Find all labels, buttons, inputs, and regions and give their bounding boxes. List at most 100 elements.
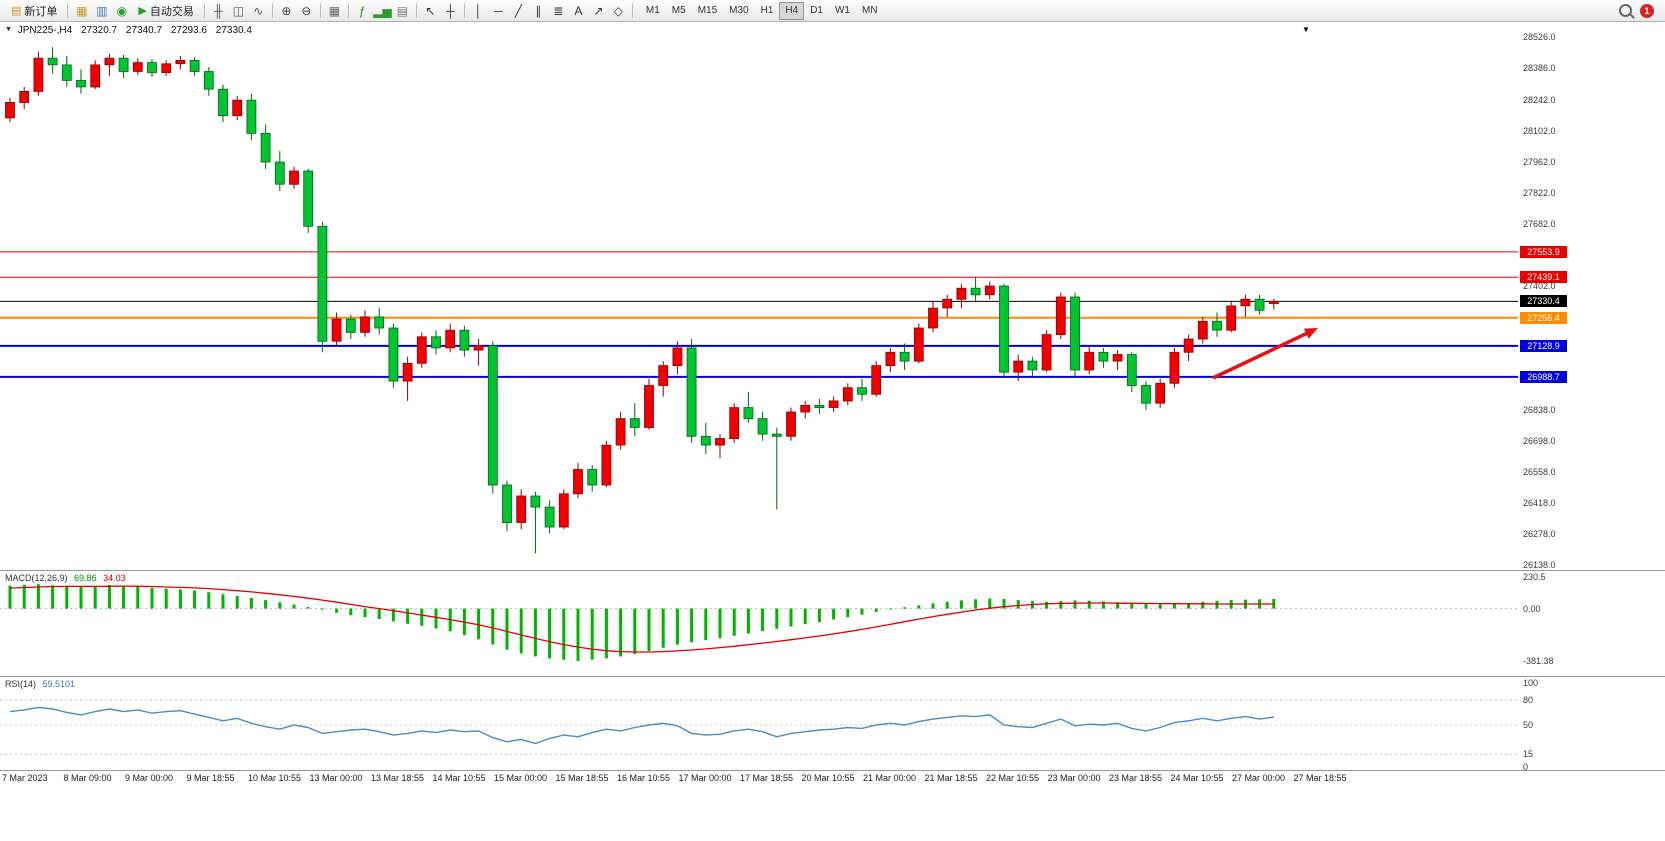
candle [928,307,938,329]
new-chart-icon[interactable]: ▦ [76,3,88,18]
timeframe-w1[interactable]: W1 [834,4,850,16]
scroll-to-end-icon[interactable]: ▼ [1302,25,1310,34]
vertical-line-icon[interactable]: │ [474,3,483,18]
cursor-icon[interactable]: ↖ [425,3,436,18]
symbol-info[interactable]: ▼ JPN225-,H4 27320.7 27340.7 27293.6 273… [5,25,258,36]
timeframe-d1[interactable]: D1 [810,4,823,16]
channel-icon[interactable]: ∥ [535,3,542,18]
candle [260,133,271,163]
indicator-list-icon[interactable]: ▂▅ [373,3,392,18]
main-toolbar: ▤ 新订单 ▦ ▥ ◉ ▶ 自动交易 ╫ ◫ ∿ ⊕ ⊖ ▦ ƒ ▂▅ ▤ ↖ ┼ │ ─ ╱ ∥ ≣ A ↗ ◇ M1 M5 M15… [0,0,1665,22]
macd-signal-line [9,585,1274,653]
timeframe-m1[interactable]: M1 [645,4,660,16]
candlestick-chart-icon[interactable]: ◫ [232,3,245,18]
candle [1013,360,1024,373]
panel-separator[interactable] [0,676,1665,677]
toolbar-separator [67,3,69,18]
trendline-icon[interactable]: ╱ [514,3,522,18]
template-icon[interactable]: ▤ [396,3,409,18]
candle [487,345,498,486]
crosshair-icon[interactable]: ┼ [446,3,455,18]
candle [289,170,299,185]
candle [5,102,15,119]
panel-separator[interactable] [0,770,1665,771]
zoom-out-icon[interactable]: ⊖ [301,3,312,18]
candle [1070,296,1080,371]
time-axis-label: 15 Mar 00:00 [494,773,548,783]
ohlc-close: 27330.4 [215,25,252,36]
candle [1268,300,1279,304]
new-order-button[interactable]: ▤ 新订单 [5,1,63,21]
timeframe-mn[interactable]: MN [861,4,878,16]
time-axis-label: 22 Mar 10:55 [986,773,1040,783]
candle [999,285,1009,373]
candle [672,347,683,366]
candle [431,336,441,349]
timeframe-m5[interactable]: M5 [671,4,686,16]
chart-window: ▼ JPN225-,H4 27320.7 27340.7 27293.6 273… [0,22,1665,841]
macd-indicator-label: MACD(12,26,9) 69.86 34.03 [5,573,126,583]
time-axis-label: 20 Mar 10:55 [801,773,855,783]
notification-badge[interactable]: 1 [1640,3,1654,18]
trend-arrow[interactable] [1212,328,1318,380]
shapes-icon[interactable]: ◇ [613,3,623,18]
candle [686,347,697,437]
macd-panel-canvas[interactable] [0,571,1665,676]
text-icon[interactable]: A [574,3,583,18]
profiles-icon[interactable]: ▥ [96,3,108,18]
candle [76,79,86,88]
zoom-in-icon[interactable]: ⊕ [281,3,292,18]
time-axis-label: 13 Mar 18:55 [371,773,425,783]
candle [345,318,356,333]
timeframe-h4[interactable]: H4 [779,1,805,20]
symbol-dropdown-icon[interactable]: ▼ [5,26,12,33]
time-axis-label: 8 Mar 09:00 [63,773,112,783]
macd-signal-value: 34.03 [103,573,126,583]
candle [161,63,172,73]
candle [473,345,484,351]
candle [90,64,101,88]
fibonacci-icon[interactable]: ≣ [553,3,564,18]
rsi-panel-canvas[interactable] [0,677,1665,770]
panel-separator[interactable] [0,570,1665,571]
line-chart-icon[interactable]: ∿ [253,3,264,18]
candle [33,57,44,92]
candle [913,327,924,362]
time-axis-label: 16 Mar 10:55 [617,773,671,783]
timeframe-h1[interactable]: H1 [760,4,774,16]
timeframe-m15[interactable]: M15 [697,4,718,16]
candle [47,57,58,66]
toolbar-right-group: 1 [1619,3,1660,18]
candle [1055,296,1066,335]
ohlc-high: 27340.7 [125,25,163,36]
candle [743,407,754,420]
indicators-icon[interactable]: ƒ [359,3,366,18]
timeframe-m30[interactable]: M30 [729,4,749,16]
candle [360,316,370,333]
time-axis[interactable]: 7 Mar 2023 8 Mar 09:00 9 Mar 00:00 9 Mar 18… [0,773,1665,787]
candle [1126,354,1137,386]
bar-chart-icon[interactable]: ╫ [214,3,223,18]
refresh-icon[interactable]: ◉ [116,3,128,18]
toolbar-separator [271,3,273,18]
candle [317,225,328,342]
candle [1141,385,1151,404]
auto-trading-button-label: 自动交易 [149,5,194,18]
candle [601,444,612,486]
auto-trading-button[interactable]: ▶ 自动交易 [132,1,199,21]
horizontal-line-icon[interactable]: ─ [494,3,503,18]
arrows-icon[interactable]: ↗ [593,3,604,18]
time-axis-label: 27 Mar 18:55 [1293,773,1347,783]
search-icon[interactable] [1619,4,1632,17]
candle [147,62,157,73]
candle [530,495,541,508]
toolbar-separator [319,3,321,18]
candle [331,318,342,342]
time-axis-label: 17 Mar 18:55 [740,773,794,783]
candle [232,99,243,117]
candle [388,327,399,382]
tile-windows-icon[interactable]: ▦ [328,3,341,18]
price-chart-canvas[interactable] [0,22,1665,570]
time-axis-label: 23 Mar 18:55 [1109,773,1163,783]
candle [1098,351,1109,362]
